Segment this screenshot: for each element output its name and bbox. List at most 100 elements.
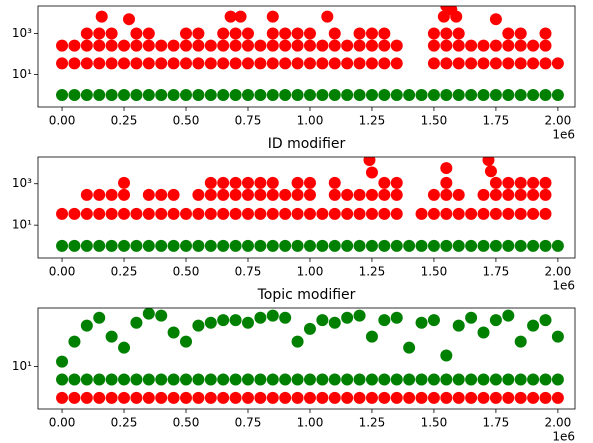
axes-title: ID modifier bbox=[268, 136, 346, 152]
point bbox=[303, 89, 316, 102]
point bbox=[279, 89, 292, 102]
point bbox=[204, 39, 217, 52]
point bbox=[122, 13, 135, 26]
point bbox=[180, 373, 193, 386]
point bbox=[440, 188, 453, 201]
point bbox=[353, 239, 366, 252]
point bbox=[527, 319, 540, 332]
point bbox=[167, 239, 180, 252]
point bbox=[279, 239, 292, 252]
point bbox=[118, 207, 131, 220]
point bbox=[303, 322, 316, 335]
point bbox=[105, 89, 118, 102]
point bbox=[68, 373, 81, 386]
point bbox=[514, 239, 527, 252]
point bbox=[427, 207, 440, 220]
point bbox=[316, 314, 329, 327]
point bbox=[155, 39, 168, 52]
point bbox=[477, 57, 490, 70]
point bbox=[427, 27, 440, 40]
point bbox=[514, 373, 527, 386]
point bbox=[93, 207, 106, 220]
point bbox=[254, 207, 267, 220]
point bbox=[527, 188, 540, 201]
point bbox=[452, 188, 465, 201]
x-tick-label: 0.50 bbox=[173, 114, 200, 128]
point bbox=[415, 391, 428, 404]
point bbox=[365, 27, 378, 40]
point bbox=[80, 391, 93, 404]
point bbox=[341, 239, 354, 252]
point bbox=[378, 176, 391, 189]
plot-area bbox=[56, 6, 564, 102]
x-tick-label: 1.50 bbox=[421, 265, 448, 279]
point bbox=[204, 207, 217, 220]
point bbox=[217, 188, 230, 201]
point bbox=[403, 391, 416, 404]
point bbox=[328, 27, 341, 40]
point bbox=[180, 207, 193, 220]
point bbox=[328, 316, 341, 329]
point bbox=[489, 57, 502, 70]
point bbox=[502, 27, 515, 40]
x-tick-label: 1.75 bbox=[483, 416, 510, 430]
point bbox=[489, 391, 502, 404]
point bbox=[390, 311, 403, 324]
point bbox=[217, 314, 230, 327]
plot-area bbox=[56, 308, 564, 404]
point bbox=[378, 373, 391, 386]
point bbox=[527, 39, 540, 52]
point bbox=[390, 39, 403, 52]
point bbox=[80, 319, 93, 332]
point bbox=[68, 391, 81, 404]
point bbox=[539, 27, 552, 40]
point bbox=[56, 57, 69, 70]
point bbox=[155, 89, 168, 102]
point bbox=[489, 314, 502, 327]
point bbox=[217, 89, 230, 102]
point bbox=[415, 373, 428, 386]
point bbox=[452, 373, 465, 386]
point bbox=[217, 391, 230, 404]
point bbox=[390, 207, 403, 220]
point bbox=[241, 239, 254, 252]
point bbox=[341, 311, 354, 324]
point bbox=[254, 239, 267, 252]
point bbox=[489, 373, 502, 386]
point bbox=[56, 239, 69, 252]
point bbox=[192, 27, 205, 40]
point bbox=[204, 316, 217, 329]
point bbox=[514, 188, 527, 201]
point bbox=[378, 314, 391, 327]
point bbox=[105, 330, 118, 343]
point bbox=[353, 207, 366, 220]
point bbox=[465, 391, 478, 404]
point bbox=[291, 39, 304, 52]
point bbox=[502, 373, 515, 386]
axes-frame bbox=[37, 156, 576, 259]
point bbox=[465, 89, 478, 102]
point bbox=[167, 89, 180, 102]
point bbox=[303, 373, 316, 386]
point bbox=[56, 373, 69, 386]
point bbox=[118, 89, 131, 102]
point bbox=[217, 239, 230, 252]
point bbox=[217, 373, 230, 386]
point bbox=[155, 57, 168, 70]
point bbox=[80, 188, 93, 201]
point bbox=[279, 57, 292, 70]
x-offset-label: 1e6 bbox=[552, 430, 575, 443]
x-tick-label: 1.00 bbox=[297, 416, 324, 430]
point bbox=[440, 57, 453, 70]
point bbox=[204, 89, 217, 102]
point bbox=[118, 176, 131, 189]
point bbox=[328, 373, 341, 386]
point bbox=[142, 39, 155, 52]
point bbox=[303, 207, 316, 220]
point bbox=[192, 239, 205, 252]
point bbox=[93, 89, 106, 102]
point bbox=[489, 207, 502, 220]
point bbox=[105, 391, 118, 404]
point bbox=[489, 176, 502, 189]
